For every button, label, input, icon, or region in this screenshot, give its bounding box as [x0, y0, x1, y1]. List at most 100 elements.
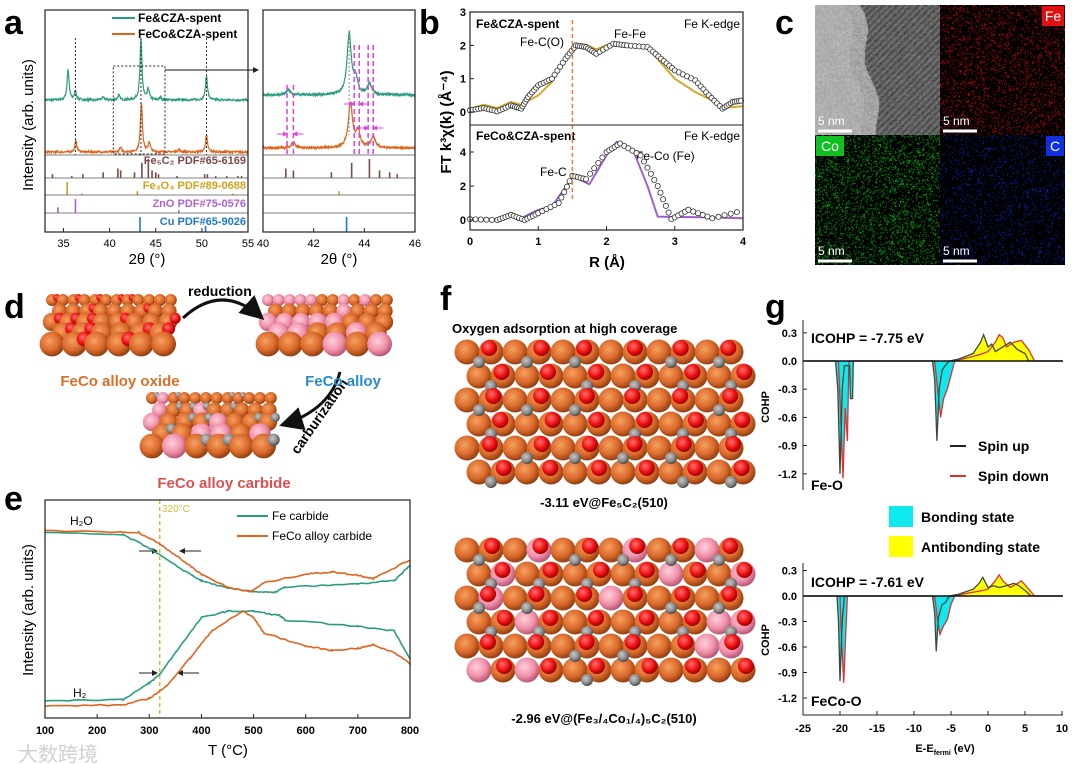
panel-label-e: e — [4, 480, 23, 518]
exafs-xtick-label: 0 — [467, 236, 473, 248]
scale-label-c: 5 nm — [943, 244, 970, 258]
iron-atom — [200, 392, 212, 404]
cohp-ytick-label: -0.9 — [778, 441, 797, 453]
iron-atom — [658, 459, 684, 485]
cohp-ytick-label: -1.2 — [778, 469, 797, 481]
feco-carbide-slab-model — [454, 537, 756, 686]
carburization-arrow — [279, 371, 342, 431]
antibonding-fill — [803, 577, 1062, 596]
exafs-exp-point — [583, 176, 590, 183]
cohp-ytick-label: 0.3 — [782, 328, 797, 340]
oxygen-atom — [722, 388, 739, 404]
carbon-atom — [569, 356, 581, 368]
carbon-atom — [713, 602, 725, 614]
reduction-label: reduction — [188, 283, 252, 299]
iron-atom — [466, 561, 492, 587]
panel-label-b: b — [419, 4, 440, 42]
oxygen-atom — [533, 388, 550, 404]
iron-atom — [502, 339, 528, 365]
oxygen-atom — [540, 364, 557, 380]
exafs-exp-point — [555, 199, 562, 206]
exafs-ytick-label: 3 — [460, 7, 466, 19]
ref-label-fe5c2: Fe₅C₂ PDF#65-6169 — [144, 155, 246, 167]
exafs-ytick-label: 4 — [460, 147, 467, 159]
oxygen-atom — [684, 364, 701, 380]
tph-curve-3 — [44, 610, 411, 708]
oxide-label: FeCo alloy oxide — [60, 373, 179, 390]
xrd-main-frame — [44, 9, 249, 233]
cohp-ytick-label: -0.6 — [778, 412, 797, 424]
cobalt-atom — [283, 294, 296, 306]
tph-xtick-label: 500 — [244, 725, 262, 737]
cohp-xtick-label: -15 — [869, 723, 885, 735]
exafs-exp-point — [595, 159, 602, 166]
cobalt-atom — [694, 537, 720, 563]
cohp-xtick-label: -25 — [795, 723, 811, 735]
legend-label-spin-down: Spin down — [978, 468, 1049, 484]
tph-ylabel: Intensity (arb. units) — [20, 544, 37, 676]
tem-image — [815, 5, 940, 135]
exafs-exp-point — [566, 178, 573, 185]
iron-atom — [706, 657, 732, 683]
iron-atom — [514, 459, 540, 485]
tph-curve-2 — [44, 609, 411, 702]
oxygen-atom — [588, 610, 605, 626]
h2-label: H₂ — [73, 686, 87, 700]
slab1-caption: -3.11 eV@Fe₅C₂(510) — [540, 495, 668, 510]
slab2-caption: -2.96 eV@(Fe₃/₄Co₁/₄)₅C₂(510) — [511, 711, 696, 726]
iron-atom — [243, 392, 256, 404]
label-feco-o: FeCo-O — [811, 693, 862, 709]
carbon-atom — [270, 412, 280, 422]
exafs-bottom-sample: FeCo&CZA-spent — [476, 129, 575, 143]
iron-atom — [646, 585, 672, 611]
exafs-exp-point — [472, 216, 479, 223]
iron-atom — [514, 411, 540, 437]
iron-atom — [139, 433, 165, 459]
legend-label-spin-up: Spin up — [978, 438, 1029, 454]
iron-atom — [658, 363, 684, 389]
fe-map-label: Fe — [1045, 8, 1062, 24]
iron-atom — [562, 363, 588, 389]
carbon-atom — [629, 674, 641, 686]
oxygen-atom — [626, 436, 643, 452]
iron-atom — [210, 392, 223, 404]
oxygen-atom — [734, 412, 751, 428]
exafs-ylabel: FT k³χ(k) (Å⁻⁴) — [438, 70, 455, 173]
iron-atom — [598, 435, 624, 461]
iron-atom — [502, 435, 528, 461]
c-eds-map — [940, 135, 1065, 265]
cobalt-atom — [272, 294, 285, 306]
oxygen-atom — [641, 658, 658, 674]
exafs-xtick-label: 4 — [740, 236, 747, 248]
oxygen-atom — [588, 364, 605, 380]
iron-atom — [694, 387, 720, 413]
carbon-atom — [485, 476, 497, 488]
iron-atom — [380, 294, 393, 306]
exafs-annot-fe-fe: Fe-Fe — [614, 27, 646, 41]
iron-atom — [277, 331, 303, 357]
legend-label-fe: Fe&CZA-spent — [138, 11, 221, 25]
exafs-exp-point — [665, 209, 672, 216]
tph-xlabel: T (°C) — [208, 742, 248, 759]
cohp-xtick-label: 10 — [1056, 723, 1068, 735]
exafs-annot-fe-c: Fe-C — [540, 165, 567, 179]
exafs-exp-point — [654, 182, 661, 189]
exafs-exp-point — [641, 158, 648, 165]
cobalt-atom — [322, 331, 348, 357]
legend-label-antibonding: Antibonding state — [921, 539, 1040, 555]
oxygen-atom — [675, 436, 692, 452]
iron-atom — [454, 387, 480, 413]
cobalt-atom — [466, 657, 492, 683]
tph-curve-1 — [44, 529, 411, 594]
oxygen-atom — [638, 610, 655, 626]
panel-label-f: f — [440, 280, 452, 318]
cohp-ytick-label: 0.0 — [782, 356, 797, 368]
iron-atom — [562, 459, 588, 485]
xrd-curve-0 — [44, 38, 249, 104]
iron-atom — [550, 585, 576, 611]
oxygen-atom — [736, 610, 753, 626]
co-eds-map — [815, 135, 940, 265]
oxygen-atom — [581, 538, 598, 554]
oxygen-atom — [169, 312, 181, 324]
oxygen-atom — [528, 634, 545, 650]
